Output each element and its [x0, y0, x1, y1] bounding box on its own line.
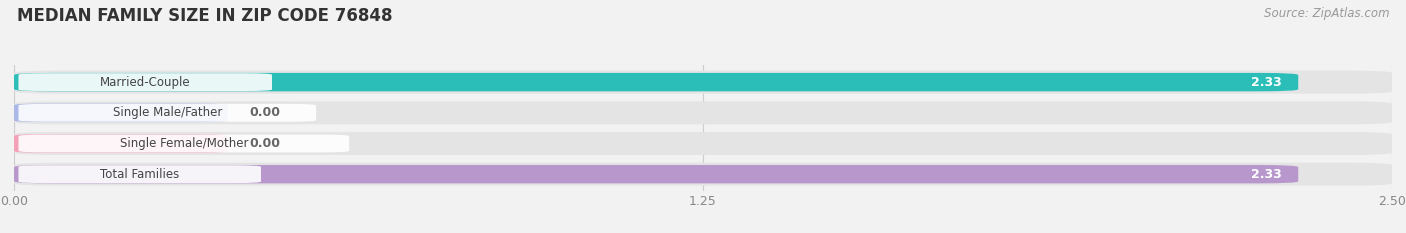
- FancyBboxPatch shape: [18, 104, 316, 122]
- FancyBboxPatch shape: [18, 165, 262, 183]
- FancyBboxPatch shape: [18, 73, 271, 91]
- FancyBboxPatch shape: [14, 101, 1392, 124]
- FancyBboxPatch shape: [14, 134, 228, 153]
- Text: Single Male/Father: Single Male/Father: [112, 106, 222, 119]
- FancyBboxPatch shape: [14, 71, 1392, 94]
- FancyBboxPatch shape: [14, 165, 1298, 183]
- Text: Married-Couple: Married-Couple: [100, 76, 191, 89]
- FancyBboxPatch shape: [14, 104, 228, 122]
- FancyBboxPatch shape: [14, 73, 1298, 91]
- Text: 0.00: 0.00: [250, 106, 281, 119]
- Text: Source: ZipAtlas.com: Source: ZipAtlas.com: [1264, 7, 1389, 20]
- Text: 2.33: 2.33: [1251, 76, 1282, 89]
- FancyBboxPatch shape: [18, 135, 349, 152]
- FancyBboxPatch shape: [14, 132, 1392, 155]
- Text: MEDIAN FAMILY SIZE IN ZIP CODE 76848: MEDIAN FAMILY SIZE IN ZIP CODE 76848: [17, 7, 392, 25]
- Text: Single Female/Mother: Single Female/Mother: [120, 137, 247, 150]
- Text: 2.33: 2.33: [1251, 168, 1282, 181]
- Text: Total Families: Total Families: [100, 168, 180, 181]
- FancyBboxPatch shape: [14, 163, 1392, 186]
- Text: 0.00: 0.00: [250, 137, 281, 150]
